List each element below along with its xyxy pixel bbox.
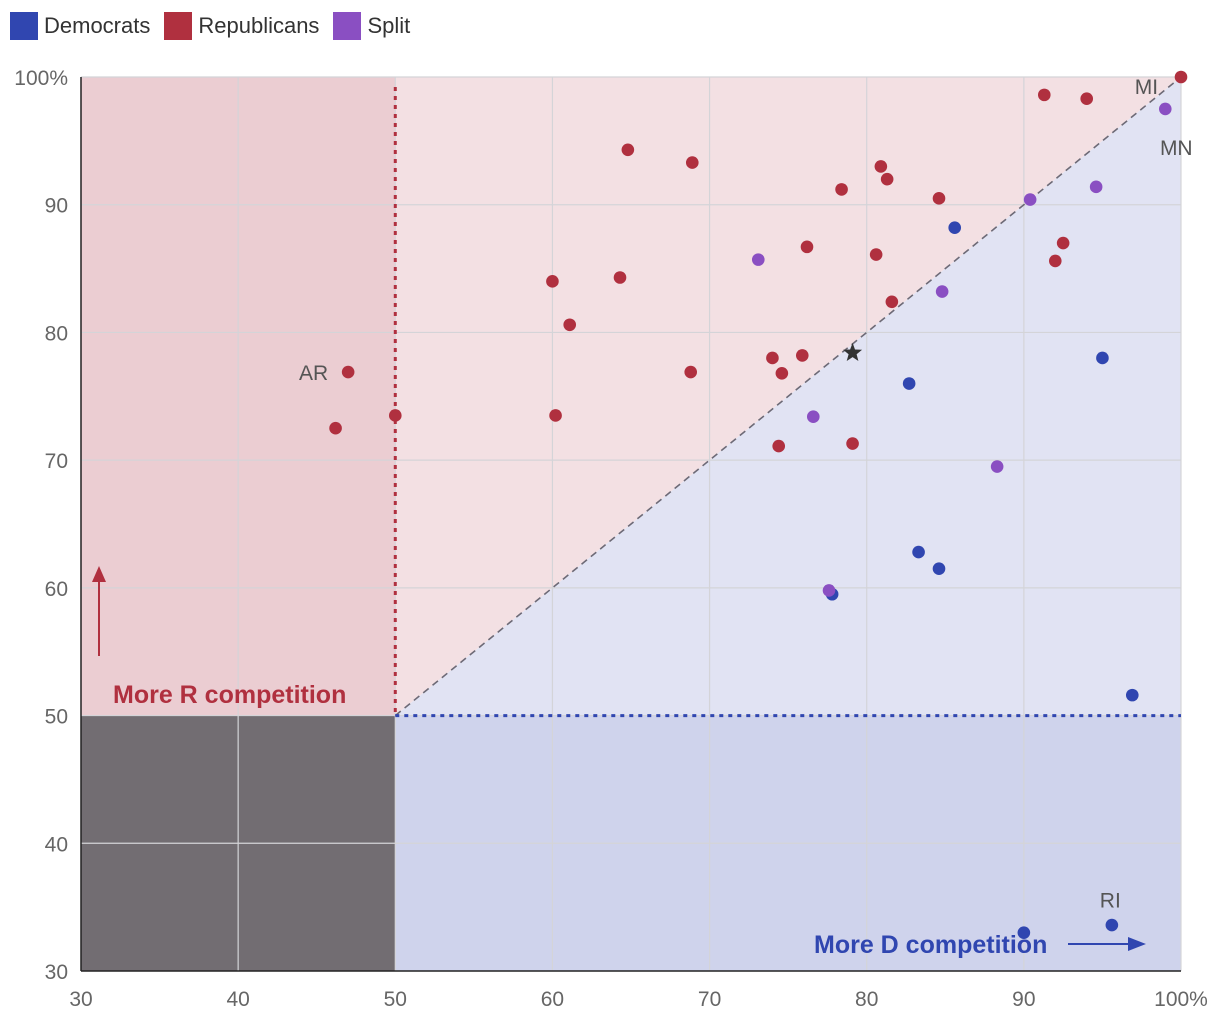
data-point-democrats [1096,351,1109,365]
legend-swatch [10,12,38,40]
data-point-republicans [685,156,699,169]
data-point-split [1023,193,1037,206]
legend: Democrats Republicans Split [10,12,410,40]
y-tick-label: 40 [45,833,68,856]
data-point-republicans [621,143,635,157]
more-r-arrowhead [92,566,106,582]
x-tick-label: 100% [1154,988,1208,1011]
data-point-republicans [1056,236,1070,250]
data-point-democrats [948,221,962,235]
data-point-republicans [874,160,888,173]
data-point-republicans [1048,254,1062,268]
y-tick-label: 50 [45,706,68,729]
x-tick-label: 30 [69,988,92,1011]
diagonal-reference-line [394,76,1182,717]
legend-swatch [164,12,193,40]
data-point-republicans [549,409,562,422]
data-point-democrats [1105,918,1119,932]
x-tick-label: 50 [384,988,407,1011]
x-tick-label: 80 [855,988,878,1011]
data-point-republicans [846,437,859,450]
data-point-republicans [775,366,789,380]
data-point-republicans [880,172,894,186]
star-marker [843,342,863,361]
data-point-democrats [902,377,916,390]
state-label: MN [1160,137,1193,160]
data-point-republicans [766,351,779,365]
legend-item-democrats: Democrats [10,12,150,40]
data-point-democrats [1017,926,1031,939]
y-tick-label: 90 [45,195,68,218]
data-point-republicans [1174,70,1188,84]
data-point-republicans [835,183,848,196]
data-point-split [806,410,820,424]
x-tick-label: 90 [1012,988,1035,1011]
data-point-democrats [932,562,946,575]
data-point-republicans [563,318,577,332]
more-r-annotation: More R competition [113,681,346,709]
state-label: AR [299,362,328,385]
data-point-republicans [388,409,402,422]
data-point-republicans [329,421,342,435]
y-tick-label: 100% [14,67,68,90]
data-point-republicans [1037,88,1051,102]
x-tick-label: 40 [226,988,249,1011]
data-point-republicans [869,248,883,261]
data-point-split [1089,180,1103,194]
legend-label: Split [367,13,411,38]
state-label: MI [1135,76,1158,99]
x-tick-label: 70 [698,988,721,1011]
data-point-split [751,253,765,266]
state-label: RI [1100,889,1121,912]
data-point-republicans [613,271,627,284]
data-point-split [935,285,949,298]
more-d-annotation: More D competition [814,931,1047,959]
x-tick-label: 60 [541,988,564,1011]
data-point-republicans [800,240,814,254]
legend-label: Republicans [198,13,320,38]
legend-item-split: Split [333,12,410,40]
y-tick-label: 80 [45,322,68,345]
legend-swatch [333,12,362,40]
more-d-arrowhead [1128,937,1146,951]
data-point-republicans [932,192,946,205]
data-point-republicans [341,365,355,379]
data-point-republicans [1080,92,1094,106]
data-point-split [822,584,836,597]
y-tick-label: 30 [45,961,68,984]
data-point-republicans [546,275,559,288]
data-point-republicans [885,295,899,309]
data-point-republicans [772,439,786,453]
data-point-democrats [1125,688,1139,702]
y-tick-label: 70 [45,450,68,473]
data-point-democrats [912,545,925,559]
data-point-split [990,460,1004,473]
data-point-republicans [795,349,809,362]
y-tick-label: 60 [45,578,68,601]
legend-label: Democrats [44,13,151,38]
legend-item-republicans: Republicans [164,12,319,40]
data-point-split [1158,102,1172,116]
data-point-republicans [684,365,698,379]
